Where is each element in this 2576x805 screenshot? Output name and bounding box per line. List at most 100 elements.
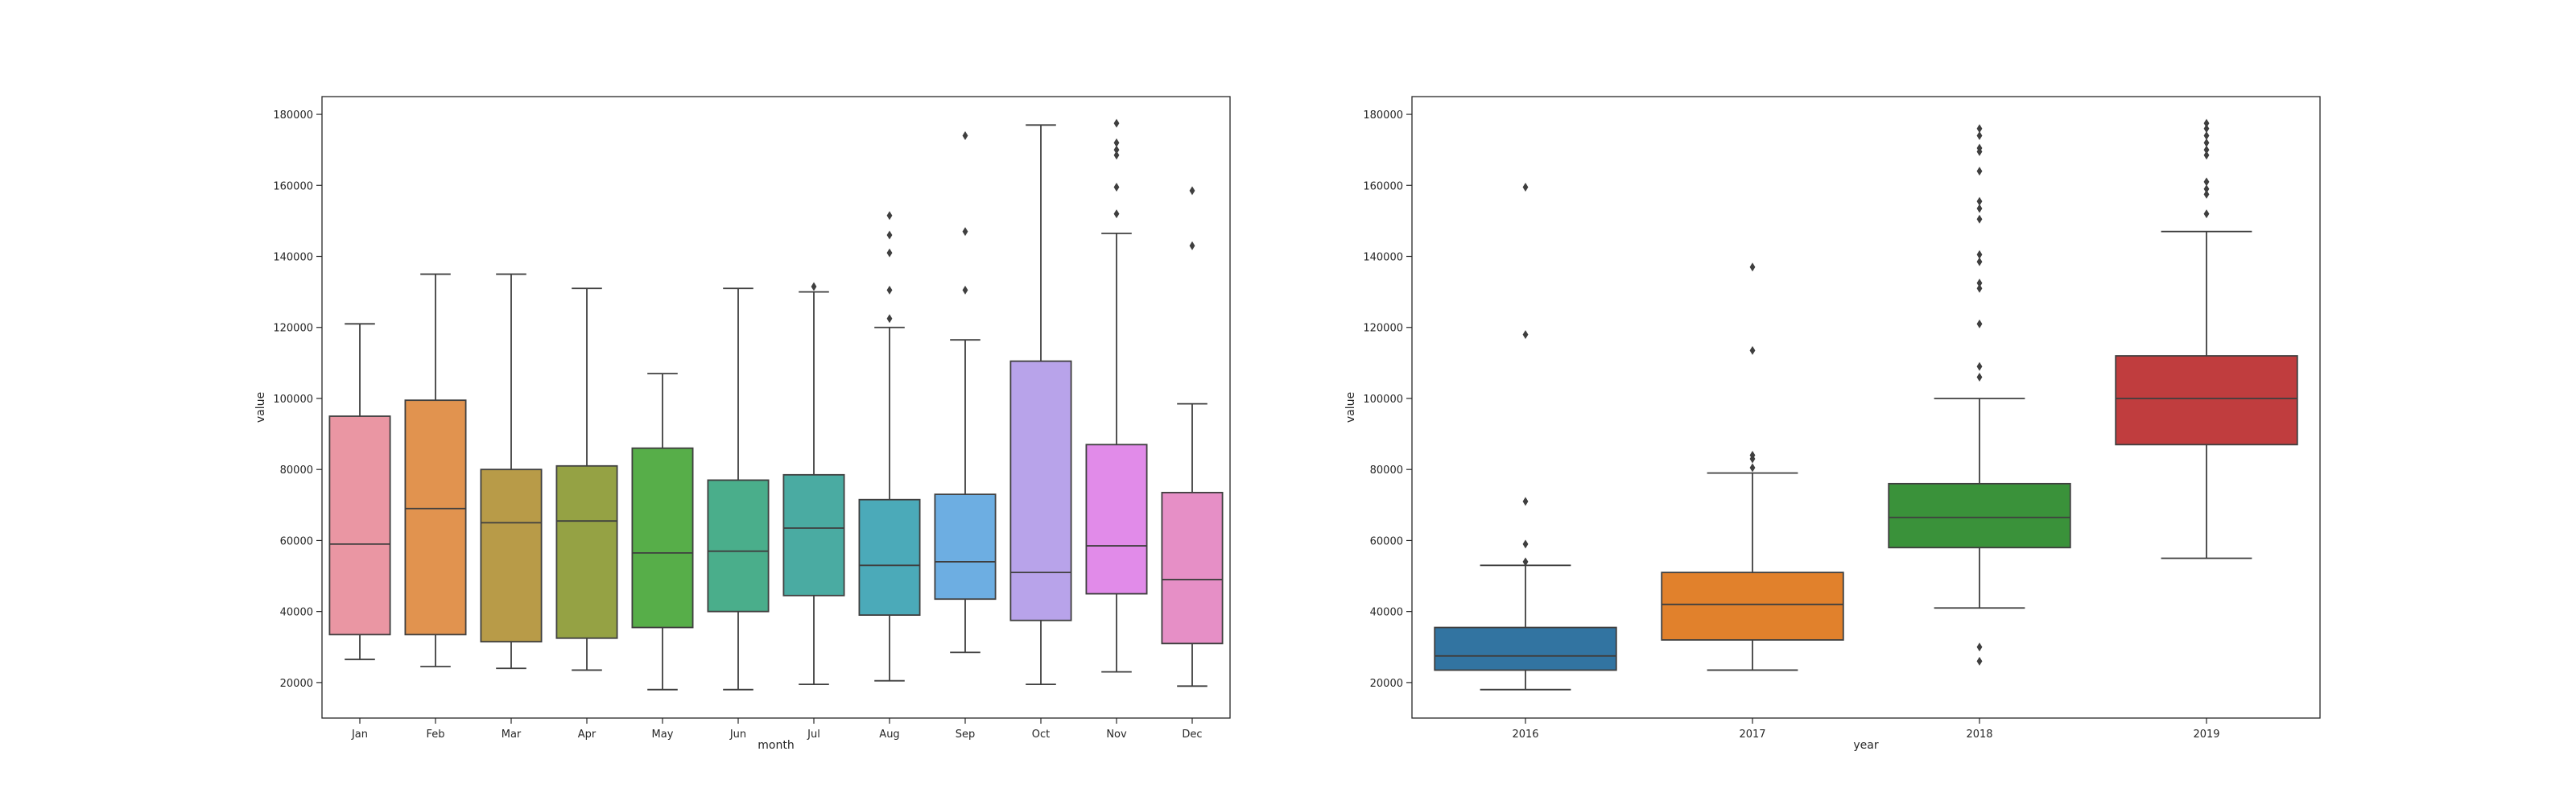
x-tick-label-2016: 2016	[1512, 729, 1538, 741]
outlier-point	[1749, 345, 1756, 355]
outlier-point	[1189, 186, 1195, 196]
y-tick-label: 100000	[1363, 394, 1403, 406]
box-2018	[1888, 124, 2071, 666]
outlier-point	[886, 211, 893, 221]
x-axis-label: month	[758, 739, 794, 752]
box-iqr	[782, 473, 845, 597]
outlier-point	[1113, 145, 1120, 155]
y-tick-label: 60000	[280, 535, 313, 547]
box-mar	[480, 273, 543, 670]
x-axis-ticks: 2016 2017 2018 2019	[1512, 718, 2220, 741]
box-iqr	[631, 447, 694, 629]
year-boxplot-panel: 20000 40000 60000 80000 100000 120000 140000 16…	[1344, 96, 2321, 752]
y-tick-label: 100000	[273, 394, 313, 406]
box-iqr	[1161, 491, 1224, 645]
outlier-point	[2203, 184, 2210, 194]
plot-marks	[328, 118, 1224, 691]
box-iqr	[1434, 626, 1617, 671]
x-tick-label-mar: Mar	[502, 729, 522, 741]
x-tick-label-jun: Jun	[729, 729, 746, 741]
outlier-point	[1976, 204, 1983, 213]
y-tick-label: 40000	[280, 607, 313, 619]
x-tick-label-feb: Feb	[426, 729, 444, 741]
x-axis-label: year	[1853, 739, 1878, 752]
outlier-point	[2203, 177, 2210, 187]
box-iqr	[2115, 355, 2298, 446]
outlier-point	[1522, 557, 1529, 567]
month-boxplot-panel: 20000 40000 60000 80000 100000 120000 140000 16…	[254, 96, 1231, 752]
outlier-point	[1976, 361, 1983, 371]
outlier-point	[1113, 118, 1120, 128]
y-tick-label: 20000	[280, 678, 313, 690]
y-tick-label: 180000	[273, 109, 313, 122]
box-dec	[1161, 186, 1224, 687]
y-tick-label: 160000	[1363, 180, 1403, 192]
box-iqr	[1009, 360, 1072, 621]
box-iqr	[404, 399, 467, 636]
outlier-point	[1976, 283, 1983, 293]
box-iqr	[858, 498, 921, 616]
x-tick-label-may: May	[652, 729, 674, 741]
outlier-point	[2203, 145, 2210, 155]
axes-frame	[321, 96, 1231, 719]
outlier-point	[1522, 497, 1529, 506]
box-iqr	[480, 469, 543, 643]
y-tick-label: 120000	[1363, 323, 1403, 335]
outlier-point	[1976, 319, 1983, 328]
box-iqr	[934, 493, 997, 601]
outlier-point	[1113, 182, 1120, 192]
outlier-point	[886, 314, 893, 324]
outlier-point	[1976, 656, 1983, 666]
outlier-point	[1522, 539, 1529, 549]
y-tick-label: 80000	[1370, 464, 1403, 477]
y-axis-label: value	[1344, 392, 1357, 423]
box-2019	[2115, 118, 2298, 559]
outlier-point	[886, 248, 893, 258]
outlier-point	[1976, 373, 1983, 382]
outlier-point	[2203, 209, 2210, 219]
box-apr	[555, 287, 618, 671]
x-tick-label-2019: 2019	[2193, 729, 2219, 741]
box-iqr	[555, 464, 618, 639]
y-axis-label: value	[254, 392, 267, 423]
box-jan	[328, 323, 391, 661]
y-tick-label: 80000	[280, 464, 313, 477]
outlier-point	[1522, 330, 1529, 340]
box-iqr	[707, 479, 770, 613]
box-nov	[1085, 118, 1148, 673]
outlier-point	[962, 285, 968, 295]
x-tick-label-aug: Aug	[879, 729, 899, 741]
outlier-point	[886, 285, 893, 295]
outlier-point	[1113, 209, 1120, 219]
x-tick-label-oct: Oct	[1032, 729, 1050, 741]
outlier-point	[962, 227, 968, 237]
outlier-point	[2203, 131, 2210, 141]
x-tick-label-apr: Apr	[578, 729, 597, 741]
outlier-point	[1976, 257, 1983, 266]
y-axis-ticks: 20000 40000 60000 80000 100000 120000 140000 16…	[273, 109, 322, 690]
box-jun	[707, 287, 770, 691]
outlier-point	[2203, 118, 2210, 128]
box-oct	[1009, 124, 1072, 685]
y-tick-label: 20000	[1370, 678, 1403, 690]
box-iqr	[328, 415, 391, 636]
y-tick-label: 160000	[273, 180, 313, 192]
plot-marks	[1434, 118, 2298, 691]
x-tick-label-2018: 2018	[1966, 729, 1992, 741]
outlier-point	[1749, 451, 1756, 460]
x-tick-label-sep: Sep	[956, 729, 976, 741]
outlier-point	[1976, 642, 1983, 652]
x-tick-label-dec: Dec	[1182, 729, 1202, 741]
box-jul	[782, 282, 845, 685]
box-2016	[1434, 182, 1617, 691]
y-tick-label: 180000	[1363, 109, 1403, 122]
outlier-point	[2203, 138, 2210, 147]
outlier-point	[2203, 151, 2210, 160]
outlier-point	[1522, 182, 1529, 192]
box-sep	[934, 131, 997, 654]
outlier-point	[1976, 279, 1983, 288]
y-axis-ticks: 20000 40000 60000 80000 100000 120000 140000 16…	[1363, 109, 1412, 690]
outlier-point	[1189, 241, 1195, 250]
box-aug	[858, 211, 921, 682]
